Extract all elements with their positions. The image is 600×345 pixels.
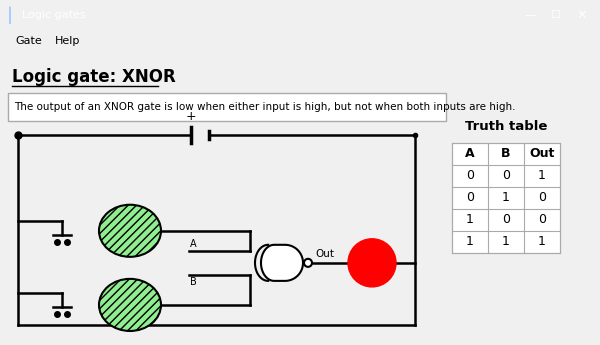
Text: The output of an XNOR gate is low when either input is high, but not when both i: The output of an XNOR gate is low when e…	[14, 101, 515, 111]
Text: 1: 1	[502, 235, 510, 248]
Text: 0: 0	[538, 191, 546, 204]
Text: Help: Help	[55, 37, 80, 46]
FancyBboxPatch shape	[452, 142, 560, 253]
Text: 1: 1	[538, 235, 546, 248]
Circle shape	[304, 259, 312, 267]
Text: 0: 0	[502, 169, 510, 182]
Text: 1: 1	[466, 213, 474, 226]
Circle shape	[348, 239, 396, 287]
Ellipse shape	[99, 205, 161, 257]
Text: Out: Out	[529, 147, 554, 160]
Text: B: B	[190, 277, 197, 287]
Text: Logic gates: Logic gates	[22, 10, 86, 20]
Ellipse shape	[99, 279, 161, 331]
Text: +: +	[185, 110, 196, 122]
Text: Logic gate: XNOR: Logic gate: XNOR	[12, 68, 176, 87]
FancyBboxPatch shape	[8, 92, 446, 120]
Text: A: A	[190, 239, 197, 249]
Text: 0: 0	[502, 213, 510, 226]
Text: 1: 1	[466, 235, 474, 248]
Text: A: A	[465, 147, 475, 160]
Text: 0: 0	[466, 191, 474, 204]
Text: B: B	[501, 147, 511, 160]
Text: Gate: Gate	[15, 37, 42, 46]
Polygon shape	[261, 245, 303, 281]
Text: 0: 0	[538, 213, 546, 226]
Text: 0: 0	[466, 169, 474, 182]
Text: Truth table: Truth table	[465, 120, 547, 132]
Text: —: —	[524, 10, 536, 20]
Text: Out: Out	[315, 249, 334, 259]
Text: 1: 1	[538, 169, 546, 182]
Text: 1: 1	[502, 191, 510, 204]
Text: ✕: ✕	[577, 9, 587, 22]
Text: ☐: ☐	[550, 10, 560, 20]
